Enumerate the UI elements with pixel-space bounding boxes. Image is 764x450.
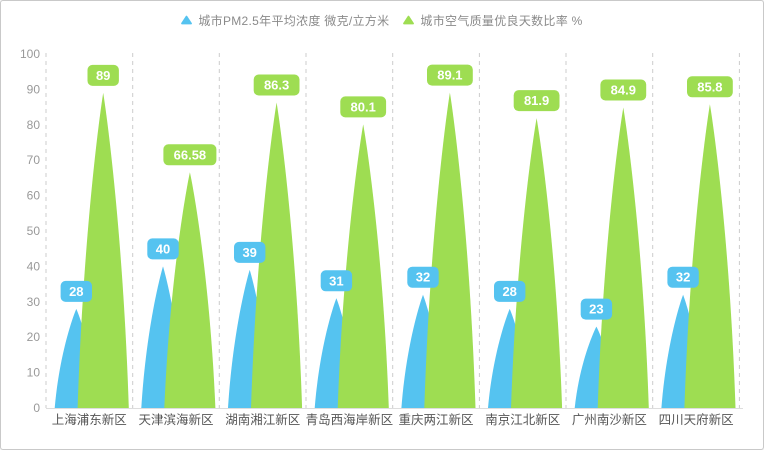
value-badge — [687, 76, 733, 98]
x-axis-category-label: 上海浦东新区 — [52, 412, 127, 427]
value-badge-label: 89 — [96, 68, 110, 83]
y-axis-tick-label: 30 — [27, 295, 41, 309]
value-badge-label: 40 — [156, 241, 170, 256]
triangle-marker-icon — [181, 15, 193, 25]
bar-series1-cat6[interactable] — [597, 107, 649, 409]
value-badge — [580, 298, 613, 320]
x-axis-category-label: 南京江北新区 — [485, 412, 560, 427]
bar-series1-cat7[interactable] — [684, 104, 736, 409]
value-badge — [667, 266, 699, 288]
y-axis-tick-label: 40 — [27, 259, 41, 273]
x-axis-category-label: 湖南湘江新区 — [225, 412, 300, 427]
value-badge-label: 85.8 — [697, 79, 722, 94]
x-axis-category-label: 重庆两江新区 — [398, 412, 473, 427]
value-badge-label: 39 — [242, 245, 256, 260]
y-axis-tick-label: 0 — [33, 401, 40, 415]
value-badge — [147, 238, 179, 260]
y-axis-tick-label: 70 — [27, 153, 41, 167]
x-axis-category-label: 四川天府新区 — [659, 412, 734, 427]
bar-series1-cat1[interactable] — [164, 172, 216, 408]
y-axis-tick-label: 20 — [27, 330, 41, 344]
legend-item-pm25[interactable]: 城市PM2.5年平均浓度 微克/立方米 — [181, 12, 389, 29]
value-badge — [600, 79, 647, 101]
value-badge — [427, 64, 473, 86]
value-badge-label: 89.1 — [437, 68, 462, 83]
y-axis-tick-label: 10 — [27, 366, 41, 380]
bar-series1-cat3[interactable] — [337, 124, 389, 409]
y-axis-tick-label: 60 — [27, 189, 41, 203]
value-badge-label: 28 — [69, 284, 83, 299]
y-axis-tick-label: 100 — [20, 47, 40, 61]
x-axis-category-label: 广州南沙新区 — [572, 412, 647, 427]
bar-series1-cat5[interactable] — [511, 118, 563, 408]
legend-item-air-quality[interactable]: 城市空气质量优良天数比率 % — [403, 12, 582, 29]
value-badge — [494, 280, 526, 302]
value-badge-label: 81.9 — [524, 93, 549, 108]
bar-series1-cat4[interactable] — [424, 92, 476, 408]
value-badge-label: 23 — [589, 302, 603, 317]
bar-series1-cat0[interactable] — [77, 92, 129, 409]
value-badge — [320, 270, 353, 292]
value-badge — [163, 144, 217, 166]
triangle-marker-icon — [403, 15, 415, 25]
x-axis-category-label: 天津滨海新区 — [138, 412, 213, 427]
bar-series1-cat2[interactable] — [251, 102, 303, 409]
value-badge-label: 66.58 — [174, 147, 207, 162]
y-axis-tick-label: 90 — [27, 82, 41, 96]
value-badge-label: 32 — [416, 270, 430, 285]
value-badge-label: 84.9 — [611, 83, 636, 98]
legend-label-air-quality: 城市空气质量优良天数比率 % — [420, 13, 583, 28]
value-badge-label: 32 — [676, 270, 690, 285]
value-badge-label: 86.3 — [264, 78, 289, 93]
value-badge-label: 31 — [329, 273, 343, 288]
value-badge — [87, 64, 119, 86]
value-badge — [253, 74, 300, 96]
value-badge — [513, 90, 560, 112]
legend-label-pm25: 城市PM2.5年平均浓度 微克/立方米 — [198, 13, 390, 28]
value-badge-label: 28 — [502, 284, 516, 299]
y-axis-tick-label: 80 — [27, 118, 41, 132]
value-badge-label: 80.1 — [351, 99, 376, 114]
value-badge — [234, 241, 266, 263]
legend: 城市PM2.5年平均浓度 微克/立方米 城市空气质量优良天数比率 % — [1, 1, 763, 39]
value-badge — [60, 280, 92, 302]
y-axis-tick-label: 50 — [27, 224, 41, 238]
value-badge — [340, 96, 387, 118]
value-badge — [407, 266, 439, 288]
x-axis-category-label: 青岛西海岸新区 — [306, 412, 394, 427]
